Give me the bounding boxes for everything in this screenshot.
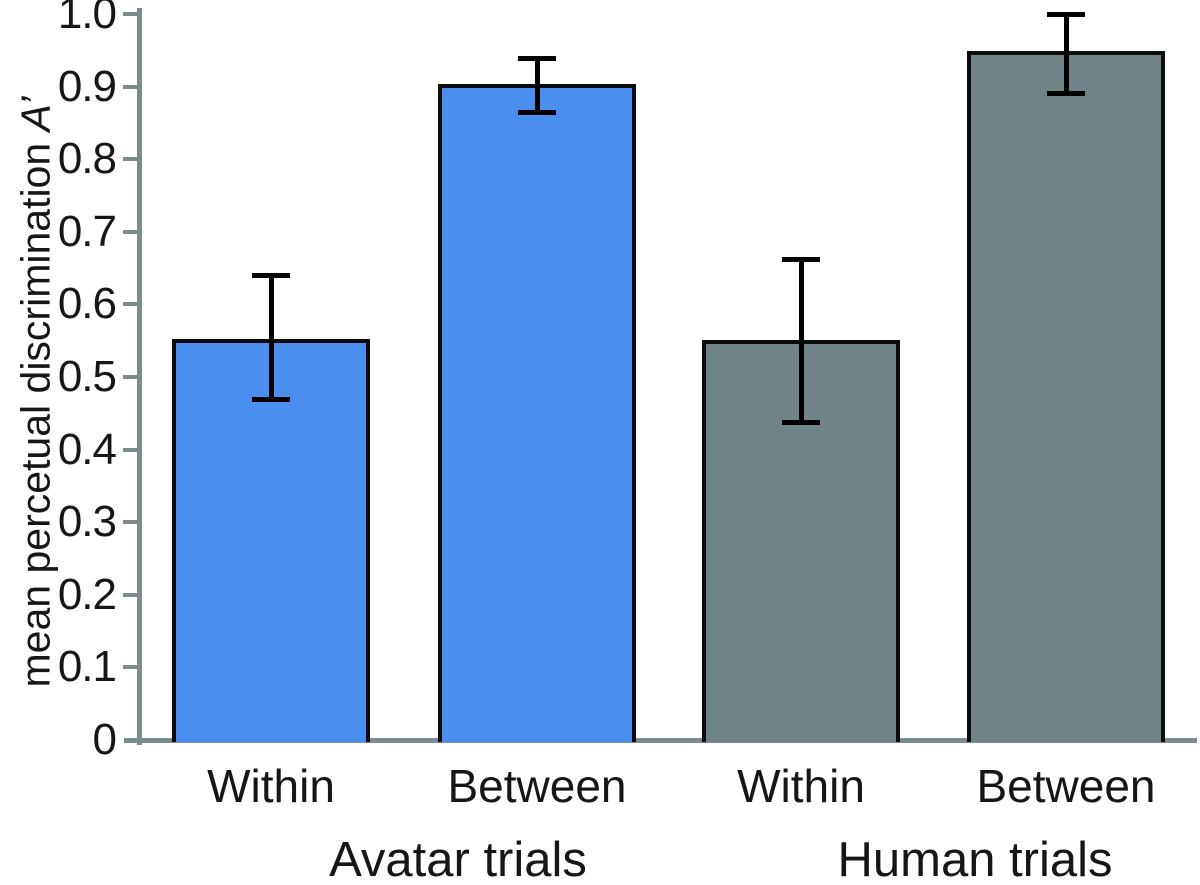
y-tick-label: 0.9 [57,62,117,111]
category-label: Within [737,760,865,812]
y-tick-mark [123,12,138,16]
y-tick-mark [123,230,138,234]
group-label: Human trials [837,833,1113,885]
error-bar-cap-top [782,257,820,262]
y-tick-label: 1.0 [57,0,117,38]
y-tick-mark [123,593,138,597]
error-bar-cap-bottom [782,420,820,425]
y-tick-label: 0.8 [57,134,117,183]
y-tick-label: 0.6 [57,279,117,328]
category-label: Within [207,760,335,812]
error-bar-cap-bottom [518,110,556,115]
y-tick-mark [123,448,138,452]
x-axis-line [124,738,1197,743]
bar-human-between [967,51,1165,742]
y-tick-mark [123,665,138,669]
y-tick-label: 0 [92,715,117,764]
y-tick-label: 0.1 [57,642,117,691]
y-tick-label: 0.3 [57,497,117,546]
y-tick-mark [123,157,138,161]
category-label: Between [447,760,627,812]
bar-avatar-within [172,339,370,742]
error-bar-line [799,259,804,423]
y-tick-mark [123,85,138,89]
error-bar-line [1064,14,1069,94]
y-tick-mark [123,375,138,379]
bar-avatar-between [438,84,636,742]
error-bar-cap-top [518,56,556,61]
error-bar-cap-bottom [252,397,290,402]
error-bar-line [535,58,540,113]
category-label: Between [976,760,1156,812]
error-bar-cap-top [252,273,290,278]
y-tick-mark [123,520,138,524]
y-axis-line [137,8,142,745]
error-bar-cap-top [1047,12,1085,17]
error-bar-line [269,275,274,400]
y-tick-label: 0.5 [57,352,117,401]
y-tick-label: 0.4 [57,425,117,474]
y-tick-label: 0.7 [57,207,117,256]
group-label: Avatar trials [329,833,587,885]
error-bar-cap-bottom [1047,91,1085,96]
y-tick-mark [123,302,138,306]
y-tick-label: 0.2 [57,570,117,619]
